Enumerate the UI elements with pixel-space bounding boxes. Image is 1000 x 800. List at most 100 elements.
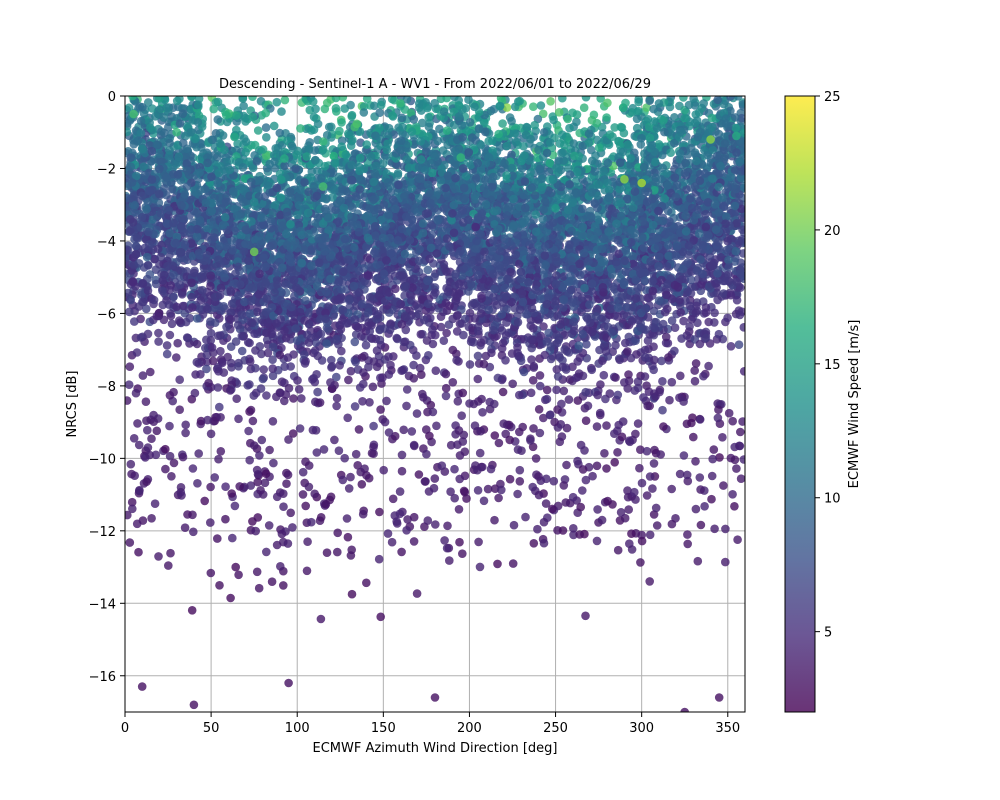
scatter-point — [682, 470, 692, 480]
scatter-point — [150, 499, 160, 509]
scatter-point — [658, 377, 667, 386]
scatter-point — [558, 96, 567, 103]
scatter-point — [310, 489, 320, 499]
scatter-point — [473, 351, 483, 361]
scatter-point — [134, 440, 144, 450]
scatter-point — [645, 577, 654, 586]
scatter-point — [307, 517, 316, 527]
scatter-point — [527, 355, 536, 364]
scatter-point — [619, 128, 629, 138]
scatter-point — [436, 322, 446, 332]
scatter-point — [739, 367, 745, 376]
scatter-point — [739, 455, 745, 464]
scatter-point — [260, 478, 270, 488]
scatter-point — [552, 385, 561, 395]
scatter-point — [599, 370, 609, 380]
scatter-point — [343, 413, 353, 423]
scatter-point — [206, 328, 216, 338]
scatter-point — [683, 476, 693, 486]
scatter-point — [424, 351, 433, 360]
scatter-point — [297, 394, 306, 403]
scatter-point — [728, 416, 737, 426]
scatter-point — [125, 538, 135, 547]
scatter-point — [332, 401, 341, 411]
scatter-point — [202, 364, 211, 374]
scatter-point — [679, 397, 688, 406]
scatter-point — [724, 408, 734, 418]
scatter-point — [613, 448, 622, 457]
scatter-point — [387, 537, 397, 547]
scatter-point — [431, 520, 440, 529]
scatter-point — [215, 581, 224, 590]
scatter-point — [517, 446, 526, 456]
scatter-point — [455, 537, 464, 547]
scatter-point — [269, 121, 279, 131]
scatter-point — [214, 454, 223, 464]
scatter-point — [726, 342, 736, 351]
scatter-point — [509, 520, 519, 530]
scatter-point — [414, 470, 424, 479]
scatter-point — [346, 472, 355, 482]
scatter-point — [361, 340, 371, 350]
scatter-point — [227, 489, 236, 498]
scatter-point — [331, 104, 341, 113]
scatter-point — [636, 558, 645, 567]
scatter-point — [300, 359, 310, 368]
scatter-point — [458, 388, 468, 398]
scatter-point — [142, 304, 151, 314]
scatter-point — [288, 429, 298, 438]
scatter-point — [455, 474, 465, 484]
scatter-point — [206, 482, 215, 492]
scatter-point — [280, 362, 290, 372]
scatter-point — [580, 446, 589, 455]
scatter-point — [573, 456, 582, 466]
scatter-point — [388, 494, 398, 504]
scatter-point — [596, 380, 605, 389]
scatter-point — [222, 322, 231, 332]
scatter-point — [719, 481, 728, 490]
scatter-point — [362, 578, 371, 588]
scatter-point — [302, 566, 312, 576]
scatter-point — [354, 425, 364, 434]
scatter-point — [596, 96, 605, 103]
scatter-point — [648, 484, 657, 493]
scatter-point — [593, 505, 602, 514]
scatter-point — [268, 371, 278, 381]
scatter-point — [332, 393, 342, 403]
scatter-point — [193, 479, 202, 488]
scatter-point — [690, 366, 699, 375]
scatter-point — [226, 342, 236, 352]
scatter-point — [252, 567, 262, 577]
scatter-point — [498, 119, 507, 128]
scatter-point — [478, 408, 487, 417]
scatter-point — [251, 526, 260, 536]
scatter-point — [173, 338, 182, 348]
scatter-point — [187, 606, 197, 615]
scatter-point — [479, 496, 489, 506]
scatter-point — [333, 547, 342, 557]
scatter-point — [188, 464, 198, 473]
scatter-point — [635, 463, 644, 473]
scatter-point — [262, 391, 271, 400]
scatter-point — [581, 416, 591, 426]
scatter-point — [340, 453, 350, 463]
scatter-point — [133, 419, 142, 428]
scatter-point — [600, 449, 609, 458]
scatter-point — [521, 512, 530, 522]
scatter-point — [602, 421, 611, 430]
scatter-point — [227, 376, 236, 385]
scatter-point — [412, 589, 422, 598]
scatter-point — [245, 455, 254, 465]
scatter-point — [628, 251, 637, 261]
scatter-point — [127, 469, 136, 479]
scatter-point — [474, 537, 483, 547]
scatter-point — [610, 123, 619, 132]
scatter-point — [562, 460, 571, 470]
scatter-point — [592, 422, 602, 431]
scatter-point — [409, 374, 419, 383]
scatter-point — [359, 108, 369, 117]
scatter-point — [534, 405, 544, 414]
scatter-point — [329, 151, 339, 161]
scatter-point — [445, 556, 454, 565]
